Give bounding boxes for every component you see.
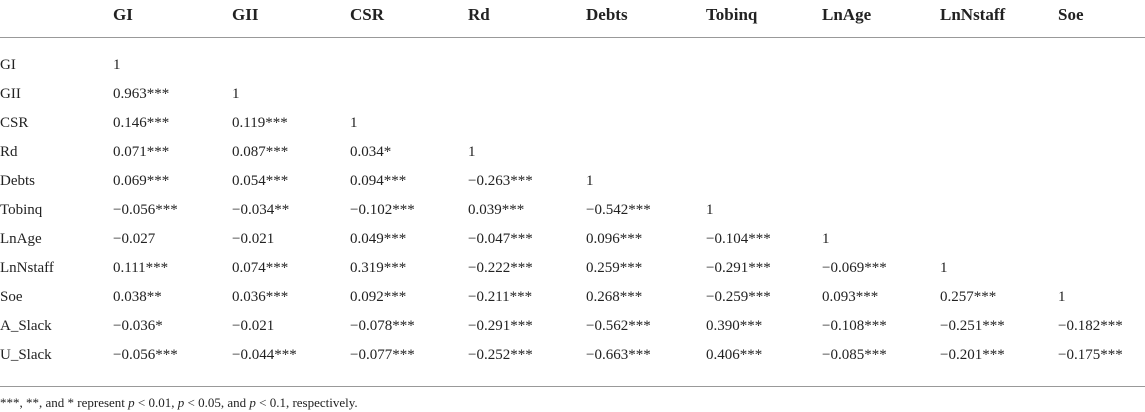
table-cell: 0.039*** xyxy=(468,202,525,218)
column-header: Tobinq xyxy=(706,5,758,24)
row-label: Tobinq xyxy=(0,202,43,218)
table-cell: −0.201*** xyxy=(940,347,1005,363)
column-header: Debts xyxy=(586,5,628,24)
table-cell: −0.027 xyxy=(113,231,156,247)
footnote: ***, **, and * represent p < 0.01, p < 0… xyxy=(0,395,358,411)
table-cell: 0.092*** xyxy=(350,289,407,305)
table-cell: −0.102*** xyxy=(350,202,415,218)
table-cell: −0.021 xyxy=(232,318,275,334)
footnote-part: ***, **, and * represent xyxy=(0,395,129,410)
table-cell: −0.252*** xyxy=(468,347,533,363)
table-cell: 0.257*** xyxy=(940,289,997,305)
table-cell: 0.096*** xyxy=(586,231,643,247)
table-cell: −0.034** xyxy=(232,202,290,218)
table-cell: −0.562*** xyxy=(586,318,651,334)
footnote-part: < 0.1, respectively. xyxy=(255,395,358,410)
table-cell: −0.021 xyxy=(232,231,275,247)
table-cell: 0.093*** xyxy=(822,289,879,305)
table-cell: 0.119*** xyxy=(232,115,288,131)
column-header: GII xyxy=(232,5,259,24)
footnote-part: p xyxy=(177,395,185,410)
table-cell: −0.047*** xyxy=(468,231,533,247)
table-cell: −0.291*** xyxy=(468,318,533,334)
table-cell: 0.094*** xyxy=(350,173,407,189)
column-header: GI xyxy=(113,5,133,24)
bottom-rule xyxy=(0,386,1145,387)
table-cell: −0.251*** xyxy=(940,318,1005,334)
table-cell: −0.078*** xyxy=(350,318,415,334)
column-header: LnNstaff xyxy=(940,5,1006,24)
table-cell: 0.049*** xyxy=(350,231,407,247)
table-cell: 0.087*** xyxy=(232,144,289,160)
table-cell: 0.390*** xyxy=(706,318,763,334)
table-cell: 1 xyxy=(822,231,830,247)
column-header: CSR xyxy=(350,5,385,24)
table-cell: −0.056*** xyxy=(113,347,178,363)
table-cell: −0.069*** xyxy=(822,260,887,276)
table-cell: 1 xyxy=(1058,289,1066,305)
table-cell: 0.963*** xyxy=(113,86,170,102)
table-cell: −0.542*** xyxy=(586,202,651,218)
table-cell: 0.259*** xyxy=(586,260,643,276)
table-cell: −0.044*** xyxy=(232,347,297,363)
row-label: LnNstaff xyxy=(0,260,54,276)
footnote-part: p xyxy=(249,395,256,410)
column-header: Rd xyxy=(468,5,490,24)
table-cell: 0.034* xyxy=(350,144,392,160)
footnote-part: p xyxy=(128,395,135,410)
table-cell: 1 xyxy=(468,144,476,160)
table-cell: −0.108*** xyxy=(822,318,887,334)
table-cell: 1 xyxy=(113,57,121,73)
table-cell: 0.406*** xyxy=(706,347,763,363)
table-cell: −0.263*** xyxy=(468,173,533,189)
table-cell: −0.175*** xyxy=(1058,347,1123,363)
table-cell: −0.291*** xyxy=(706,260,771,276)
row-label: Rd xyxy=(0,144,18,160)
table-cell: 1 xyxy=(706,202,714,218)
table-cell: −0.222*** xyxy=(468,260,533,276)
table-cell: 0.111*** xyxy=(113,260,169,276)
row-label: CSR xyxy=(0,115,29,131)
table-cell: 0.071*** xyxy=(113,144,170,160)
table-cell: 0.069*** xyxy=(113,173,170,189)
column-header: LnAge xyxy=(822,5,872,24)
row-label: A_Slack xyxy=(0,318,52,334)
table-cell: 0.074*** xyxy=(232,260,289,276)
table-cell: −0.182*** xyxy=(1058,318,1123,334)
table-cell: 0.054*** xyxy=(232,173,289,189)
footnote-part: < 0.01, xyxy=(134,395,178,410)
table-cell: 0.319*** xyxy=(350,260,407,276)
column-header: Soe xyxy=(1058,5,1084,24)
table-cell: 0.036*** xyxy=(232,289,289,305)
table-cell: 0.146*** xyxy=(113,115,170,131)
row-label: GI xyxy=(0,57,16,73)
row-label: GII xyxy=(0,86,21,102)
table-cell: 0.268*** xyxy=(586,289,643,305)
table-cell: −0.077*** xyxy=(350,347,415,363)
table-cell: −0.259*** xyxy=(706,289,771,305)
footnote-part: < 0.05, and xyxy=(184,395,250,410)
table-cell: −0.104*** xyxy=(706,231,771,247)
table-cell: −0.036* xyxy=(113,318,163,334)
row-label: LnAge xyxy=(0,231,42,247)
table-cell: 0.038** xyxy=(113,289,162,305)
table-cell: −0.085*** xyxy=(822,347,887,363)
header-rule xyxy=(0,37,1145,38)
row-label: U_Slack xyxy=(0,347,52,363)
row-label: Debts xyxy=(0,173,35,189)
table-cell: 1 xyxy=(232,86,240,102)
table-cell: −0.663*** xyxy=(586,347,651,363)
table-cell: −0.056*** xyxy=(113,202,178,218)
table-cell: −0.211*** xyxy=(468,289,533,305)
row-label: Soe xyxy=(0,289,23,305)
table-cell: 1 xyxy=(586,173,594,189)
table-cell: 1 xyxy=(350,115,358,131)
table-cell: 1 xyxy=(940,260,948,276)
